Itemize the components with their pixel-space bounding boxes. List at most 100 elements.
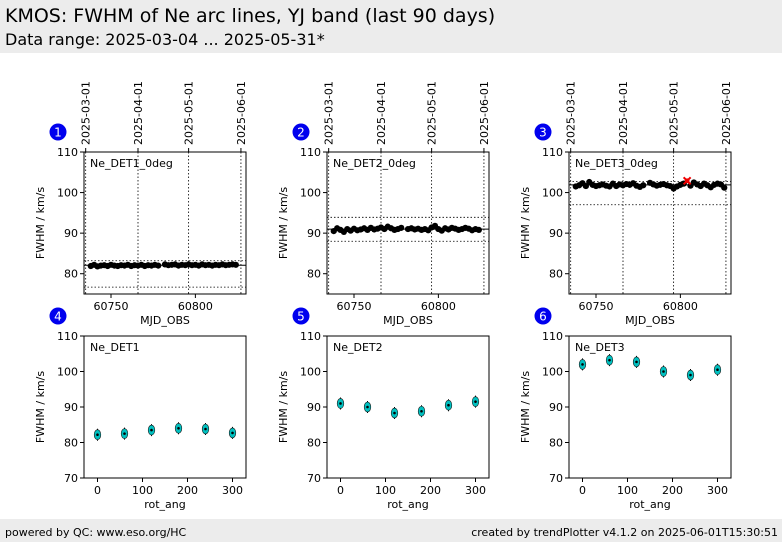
data-point-center	[123, 432, 126, 435]
data-point-center	[474, 400, 477, 403]
date-tick-label: 2025-05-01	[668, 81, 681, 145]
plot-frame	[568, 151, 732, 295]
x-tick-label: 0	[579, 484, 586, 497]
x-tick-label: 300	[707, 484, 728, 497]
x-tick-label: 60800	[663, 300, 698, 313]
data-point	[582, 182, 589, 190]
y-axis-label: FWHM / km/s	[277, 187, 290, 259]
data-point-center	[581, 363, 584, 366]
y-axis-label: FWHM / km/s	[34, 371, 47, 443]
report-title: KMOS: FWHM of Ne arc lines, YJ band (las…	[5, 5, 496, 27]
x-tick-label: 60800	[421, 300, 456, 313]
x-axis-label: rot_ang	[144, 498, 186, 511]
panel-label: Ne_DET3_0deg	[575, 157, 658, 170]
y-tick-label: 100	[57, 366, 78, 379]
panel-number-badge	[49, 307, 67, 325]
data-point	[721, 184, 728, 191]
data-point-center	[231, 431, 234, 435]
panel-number-badge	[292, 307, 310, 325]
x-tick-label: 60800	[178, 300, 213, 313]
outlier-point	[684, 178, 690, 184]
y-tick-label: 70	[307, 472, 321, 485]
date-tick-label: 2025-06-01	[720, 81, 733, 145]
date-tick-label: 2025-06-01	[235, 81, 248, 145]
panel-number: 1	[54, 126, 62, 140]
x-axis-label: rot_ang	[629, 498, 671, 511]
x-tick-label: 0	[94, 484, 101, 497]
panel-number: 2	[297, 126, 305, 140]
y-tick-label: 100	[57, 187, 78, 200]
y-tick-label: 90	[549, 227, 563, 240]
x-tick-label: 60750	[337, 300, 372, 313]
date-tick-label: 2025-03-01	[323, 81, 336, 145]
data-point-center	[204, 427, 207, 431]
y-tick-label: 90	[64, 401, 78, 414]
x-tick-label: 300	[465, 484, 486, 497]
date-tick-label: 2025-04-01	[617, 81, 630, 145]
data-point-center	[662, 370, 665, 373]
plot-frame	[83, 335, 247, 479]
panel-number-badge	[49, 123, 67, 141]
panel-number: 4	[54, 310, 62, 324]
x-axis-label: rot_ang	[387, 498, 429, 511]
y-tick-label: 80	[549, 437, 563, 450]
plot-frame	[326, 335, 490, 479]
data-point-center	[689, 373, 692, 377]
y-tick-label: 110	[542, 330, 563, 343]
y-tick-label: 80	[64, 268, 78, 281]
date-tick-label: 2025-06-01	[478, 81, 491, 145]
y-tick-label: 90	[307, 227, 321, 240]
y-tick-label: 80	[307, 268, 321, 281]
y-axis-label: FWHM / km/s	[277, 371, 290, 443]
data-point	[640, 182, 647, 189]
y-tick-label: 80	[549, 268, 563, 281]
panel-label: Ne_DET2	[333, 341, 383, 354]
data-point-center	[716, 368, 719, 372]
panel-label: Ne_DET1	[90, 341, 140, 354]
y-tick-label: 70	[64, 472, 78, 485]
data-point	[475, 226, 482, 233]
y-tick-label: 90	[64, 227, 78, 240]
date-tick-label: 2025-05-01	[426, 81, 439, 145]
panel-number-badge	[534, 307, 552, 325]
report-header: KMOS: FWHM of Ne arc lines, YJ band (las…	[0, 0, 782, 53]
data-point-center	[150, 428, 153, 432]
footer-powered-by: powered by QC: www.eso.org/HC	[5, 526, 187, 539]
plot-frame	[83, 151, 247, 295]
data-point-center	[177, 427, 180, 430]
data-point-center	[635, 360, 638, 364]
x-tick-label: 100	[132, 484, 153, 497]
panel-number: 3	[539, 126, 547, 140]
y-tick-label: 80	[64, 437, 78, 450]
x-tick-label: 300	[222, 484, 243, 497]
plot-frame	[568, 335, 732, 479]
data-point-center	[447, 403, 450, 407]
panel-number: 6	[539, 310, 547, 324]
y-axis-label: FWHM / km/s	[519, 187, 532, 259]
panel-label: Ne_DET1_0deg	[90, 157, 173, 170]
panel-number-badge	[534, 123, 552, 141]
date-tick-label: 2025-04-01	[132, 81, 145, 145]
x-tick-label: 0	[337, 484, 344, 497]
x-tick-label: 100	[375, 484, 396, 497]
y-tick-label: 110	[300, 330, 321, 343]
chart-panel-2: 2025-03-01 2025-04-01 2025-05-01 2025-06-01…	[277, 81, 491, 327]
data-point	[155, 262, 162, 269]
x-tick-label: 60750	[94, 300, 129, 313]
y-tick-label: 110	[57, 330, 78, 343]
y-tick-label: 110	[57, 146, 78, 159]
report-footer: powered by QC: www.eso.org/HC created by…	[0, 519, 782, 542]
y-tick-label: 100	[542, 187, 563, 200]
plot-frame	[326, 151, 490, 295]
date-tick-label: 2025-03-01	[565, 81, 578, 145]
date-tick-label: 2025-05-01	[183, 81, 196, 145]
chart-panel-6: 70 80 90 100 110 0 100 200 300 rot_ang FWHM / km/s…	[519, 307, 732, 511]
data-point-center	[420, 409, 423, 413]
panel-label: Ne_DET3	[575, 341, 625, 354]
y-tick-label: 90	[307, 401, 321, 414]
x-tick-label: 200	[177, 484, 198, 497]
footer-created-by: created by trendPlotter v4.1.2 on 2025-0…	[471, 526, 778, 539]
panel-number: 5	[297, 310, 305, 324]
x-tick-label: 100	[617, 484, 638, 497]
